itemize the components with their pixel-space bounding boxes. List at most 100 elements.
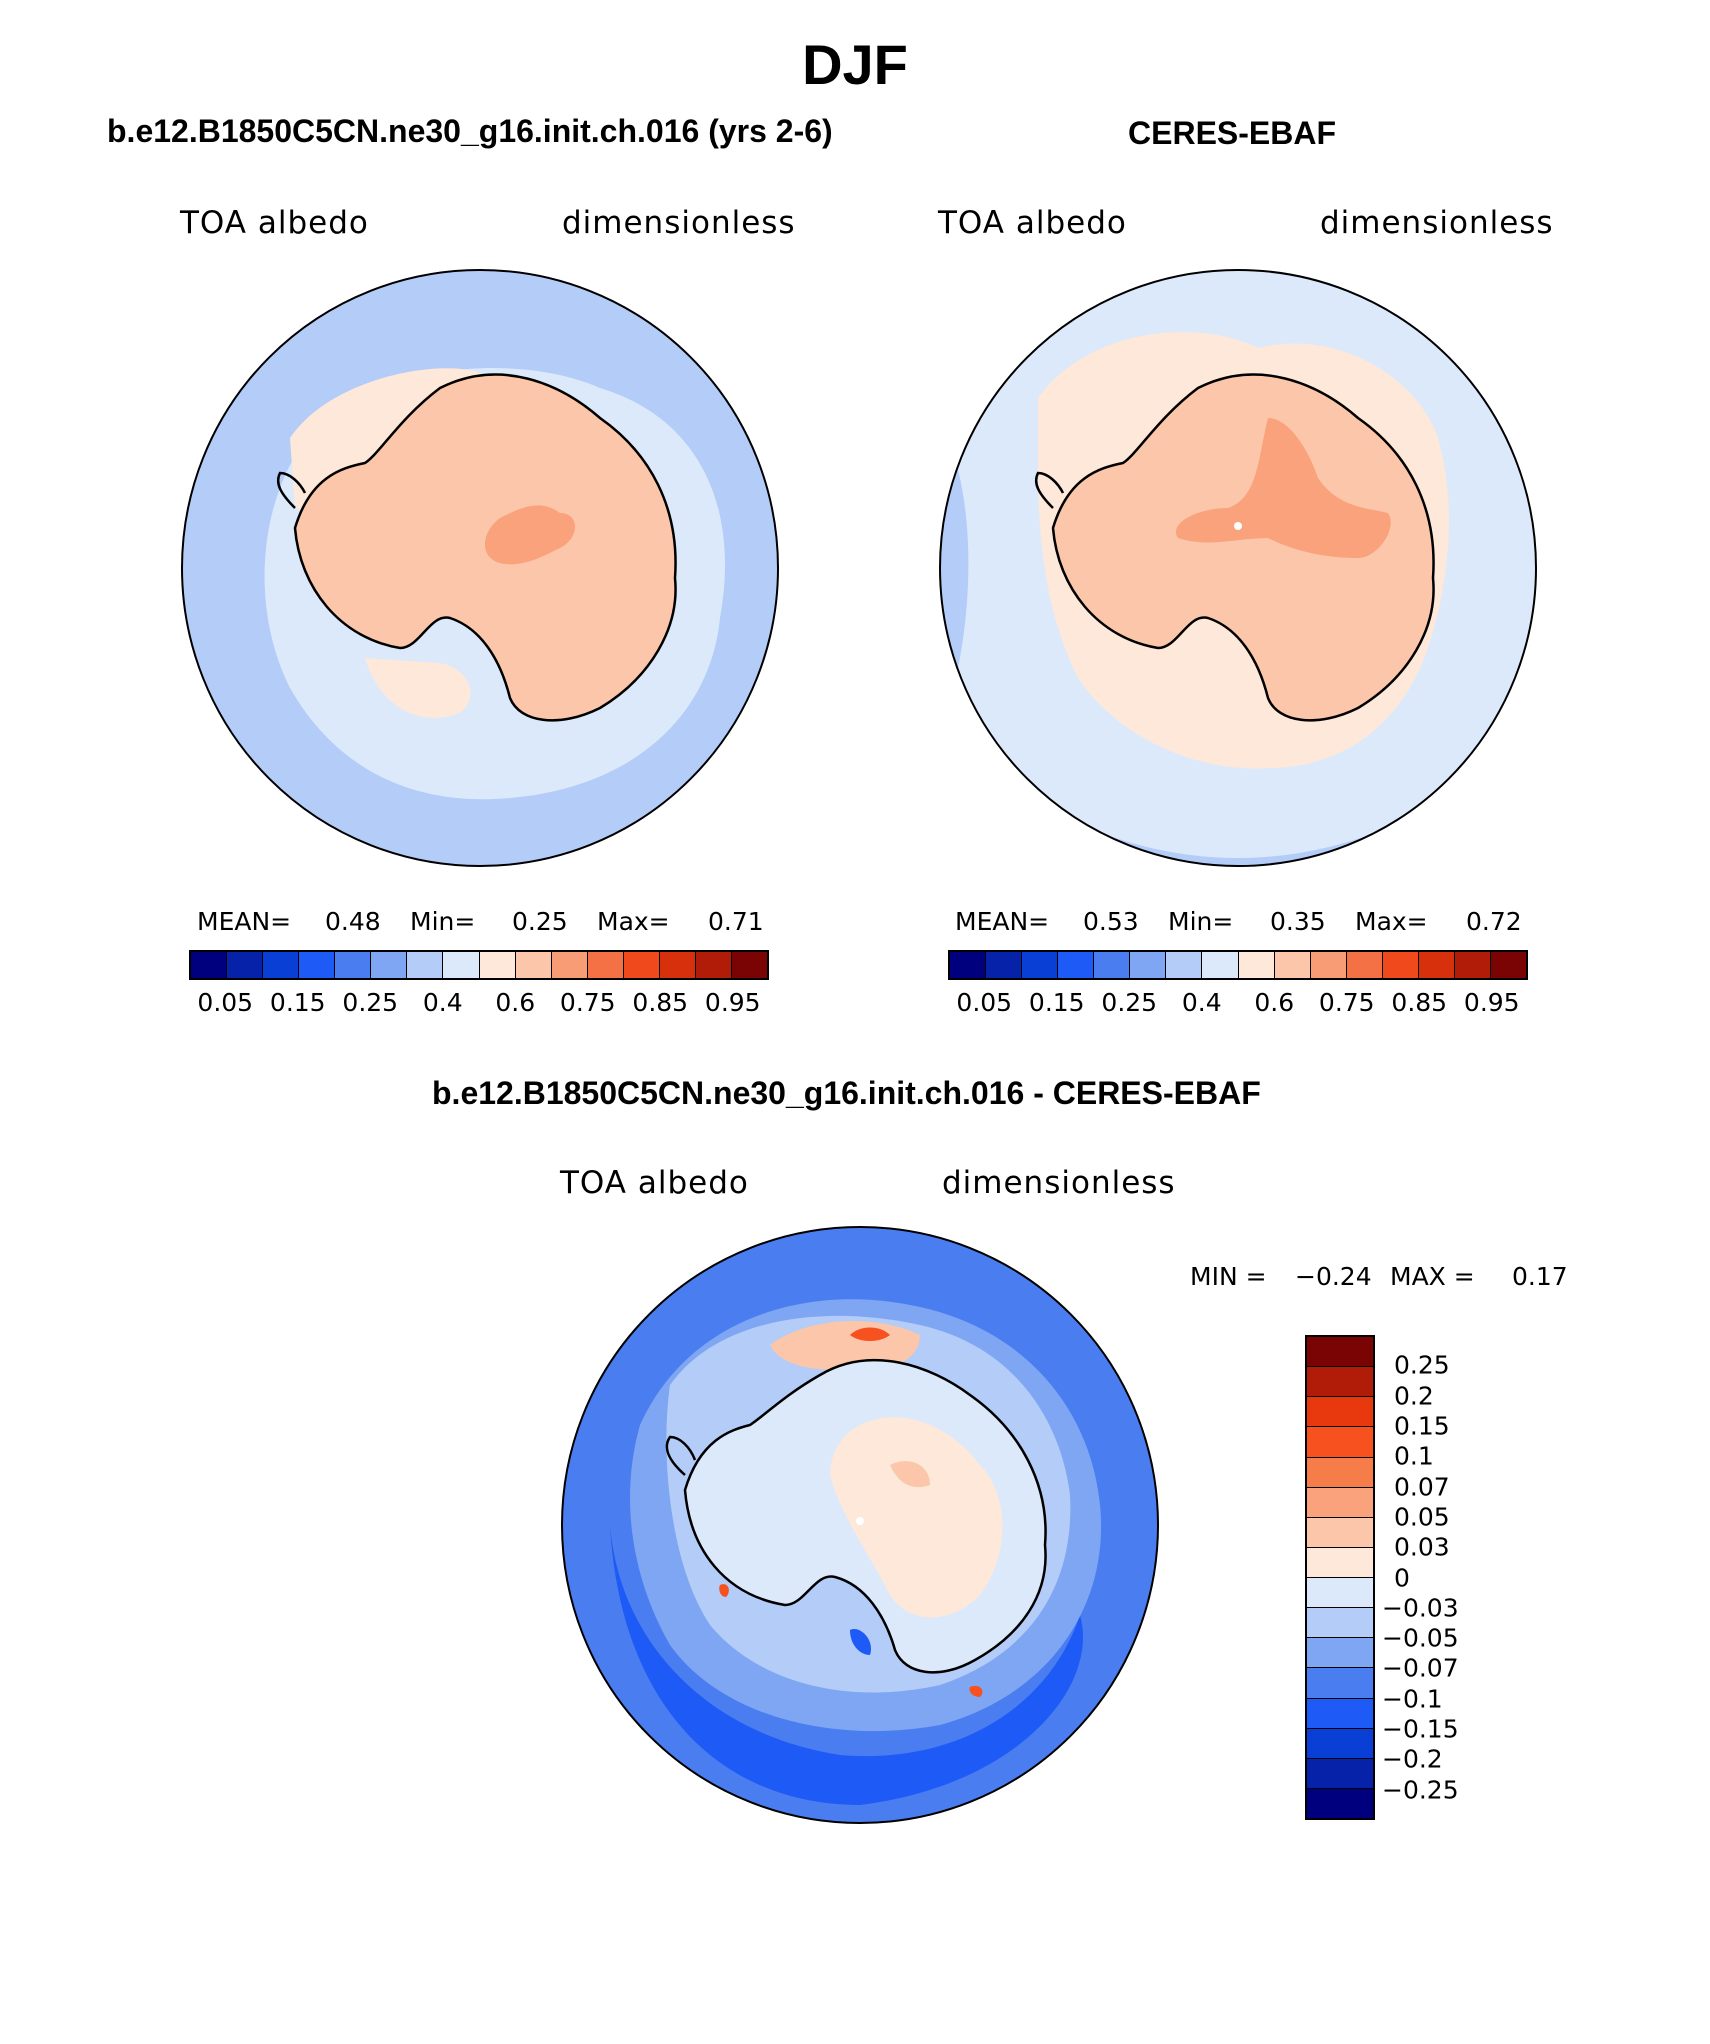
obs-colorbar-swatch (1094, 952, 1131, 978)
diff-colorbar-tick-label: 0.25 (1394, 1350, 1450, 1380)
diff-colorbar-swatch (1307, 1517, 1373, 1548)
model-colorbar-swatch (227, 952, 264, 978)
obs-mean-label: MEAN= (955, 907, 1050, 936)
model-max-value: 0.71 (708, 907, 764, 936)
diff-colorbar-swatch (1307, 1698, 1373, 1729)
obs-colorbar-swatch (1130, 952, 1167, 978)
obs-colorbar-swatch (1238, 952, 1275, 978)
diff-colorbar-tick-label: 0.15 (1394, 1411, 1450, 1441)
model-colorbar-ticks: 0.05 0.15 0.25 0.4 0.6 0.75 0.85 0.95 (189, 988, 769, 1018)
diff-colorbar-swatch (1307, 1367, 1373, 1398)
obs-colorbar-swatch (1490, 952, 1526, 978)
model-colorbar-tick-label: 0.85 (632, 988, 689, 1017)
obs-colorbar-swatch (986, 952, 1023, 978)
obs-colorbar-tick-label: 0.15 (1028, 988, 1085, 1017)
obs-panel-title: CERES-EBAF (1128, 115, 1337, 151)
obs-max-value: 0.72 (1466, 907, 1522, 936)
diff-colorbar-tick-label: 0.07 (1394, 1472, 1450, 1502)
diff-colorbar-swatch (1307, 1638, 1373, 1669)
model-max-label: Max= (597, 907, 670, 936)
obs-colorbar-swatch (1346, 952, 1383, 978)
model-colorbar-swatch (659, 952, 696, 978)
model-colorbar-tick-label: 0.25 (342, 988, 399, 1017)
model-colorbar (189, 950, 769, 980)
diff-colorbar-swatch (1307, 1578, 1373, 1609)
model-mean-label: MEAN= (197, 907, 292, 936)
diff-colorbar-swatch (1307, 1547, 1373, 1578)
obs-colorbar-tick-label: 0.4 (1181, 988, 1222, 1017)
model-colorbar-tick-label: 0.95 (704, 988, 761, 1017)
obs-variable-label: TOA albedo (938, 205, 1127, 241)
model-colorbar-tick-label: 0.6 (495, 988, 536, 1017)
diff-variable-label: TOA albedo (560, 1165, 749, 1201)
model-min-label: Min= (410, 907, 476, 936)
obs-max-label: Max= (1355, 907, 1428, 936)
model-variable-label: TOA albedo (180, 205, 369, 241)
diff-colorbar-swatch (1307, 1487, 1373, 1518)
diff-min-label: MIN = (1190, 1262, 1267, 1291)
model-colorbar-swatch (407, 952, 444, 978)
diff-colorbar-tick-label: −0.05 (1382, 1623, 1459, 1653)
model-min-value: 0.25 (512, 907, 568, 936)
obs-min-label: Min= (1168, 907, 1234, 936)
model-units-label: dimensionless (562, 205, 796, 241)
diff-colorbar-tick-label: −0.25 (1382, 1775, 1459, 1805)
obs-colorbar-swatch (1418, 952, 1455, 978)
diff-colorbar-tick-label: −0.15 (1382, 1714, 1459, 1744)
model-colorbar-swatch (371, 952, 408, 978)
model-colorbar-tick-label: 0.05 (197, 988, 254, 1017)
diff-colorbar-tick-label: 0.1 (1394, 1441, 1434, 1471)
obs-colorbar-swatch (1310, 952, 1347, 978)
model-colorbar-swatch (443, 952, 480, 978)
diff-colorbar-swatch (1307, 1758, 1373, 1789)
model-colorbar-tick-label: 0.4 (422, 988, 463, 1017)
obs-colorbar-tick-label: 0.05 (956, 988, 1013, 1017)
obs-colorbar-swatch (1382, 952, 1419, 978)
diff-colorbar-swatch (1307, 1668, 1373, 1699)
obs-units-label: dimensionless (1320, 205, 1554, 241)
diff-units-label: dimensionless (942, 1165, 1176, 1201)
model-colorbar-swatch (479, 952, 516, 978)
obs-map (939, 269, 1537, 867)
diff-colorbar-swatch (1307, 1728, 1373, 1759)
model-colorbar-swatch (515, 952, 552, 978)
diff-colorbar-tick-label: 0.05 (1394, 1502, 1450, 1532)
diff-panel-title: b.e12.B1850C5CN.ne30_g16.init.ch.016 - C… (432, 1075, 1261, 1111)
obs-colorbar-swatch (1166, 952, 1203, 978)
obs-colorbar-tick-label: 0.95 (1463, 988, 1520, 1017)
diff-colorbar-tick-label: −0.2 (1382, 1744, 1443, 1774)
diff-min-value: −0.24 (1295, 1262, 1372, 1291)
model-mean-value: 0.48 (325, 907, 381, 936)
diff-colorbar-swatch (1307, 1427, 1373, 1458)
diff-colorbar-swatch (1307, 1457, 1373, 1488)
diff-max-label: MAX = (1390, 1262, 1475, 1291)
obs-colorbar-tick-label: 0.25 (1101, 988, 1158, 1017)
obs-colorbar-ticks: 0.05 0.15 0.25 0.4 0.6 0.75 0.85 0.95 (948, 988, 1528, 1018)
diff-max-value: 0.17 (1512, 1262, 1568, 1291)
diff-colorbar-tick-label: 0.2 (1394, 1381, 1434, 1411)
diff-colorbar-tick-label: 0.03 (1394, 1532, 1450, 1562)
obs-min-value: 0.35 (1270, 907, 1326, 936)
model-colorbar-swatch (191, 952, 228, 978)
model-colorbar-tick-label: 0.15 (269, 988, 326, 1017)
obs-colorbar-swatch (950, 952, 987, 978)
obs-colorbar-tick-label: 0.6 (1254, 988, 1295, 1017)
model-colorbar-swatch (551, 952, 588, 978)
obs-colorbar-tick-label: 0.75 (1318, 988, 1375, 1017)
obs-colorbar-tick-label: 0.85 (1391, 988, 1448, 1017)
obs-colorbar-swatch (1022, 952, 1059, 978)
model-colorbar-swatch (335, 952, 372, 978)
obs-colorbar-swatch (1058, 952, 1095, 978)
diff-colorbar-tick-label: −0.07 (1382, 1653, 1459, 1683)
diff-colorbar-swatch (1307, 1608, 1373, 1639)
diff-colorbar-swatch (1307, 1397, 1373, 1428)
diff-colorbar (1305, 1335, 1375, 1820)
diff-colorbar-tick-label: −0.1 (1382, 1684, 1443, 1714)
model-colorbar-swatch (695, 952, 732, 978)
diff-colorbar-tick-label: −0.03 (1382, 1593, 1459, 1623)
model-colorbar-swatch (731, 952, 767, 978)
diff-colorbar-ticks: 0.25 0.2 0.15 0.1 0.07 0.05 0.03 0 −0.03 −0.05 −0.… (1382, 1335, 1510, 1820)
figure-title: DJF (802, 33, 908, 96)
diff-map (561, 1226, 1159, 1824)
obs-colorbar-swatch (1274, 952, 1311, 978)
